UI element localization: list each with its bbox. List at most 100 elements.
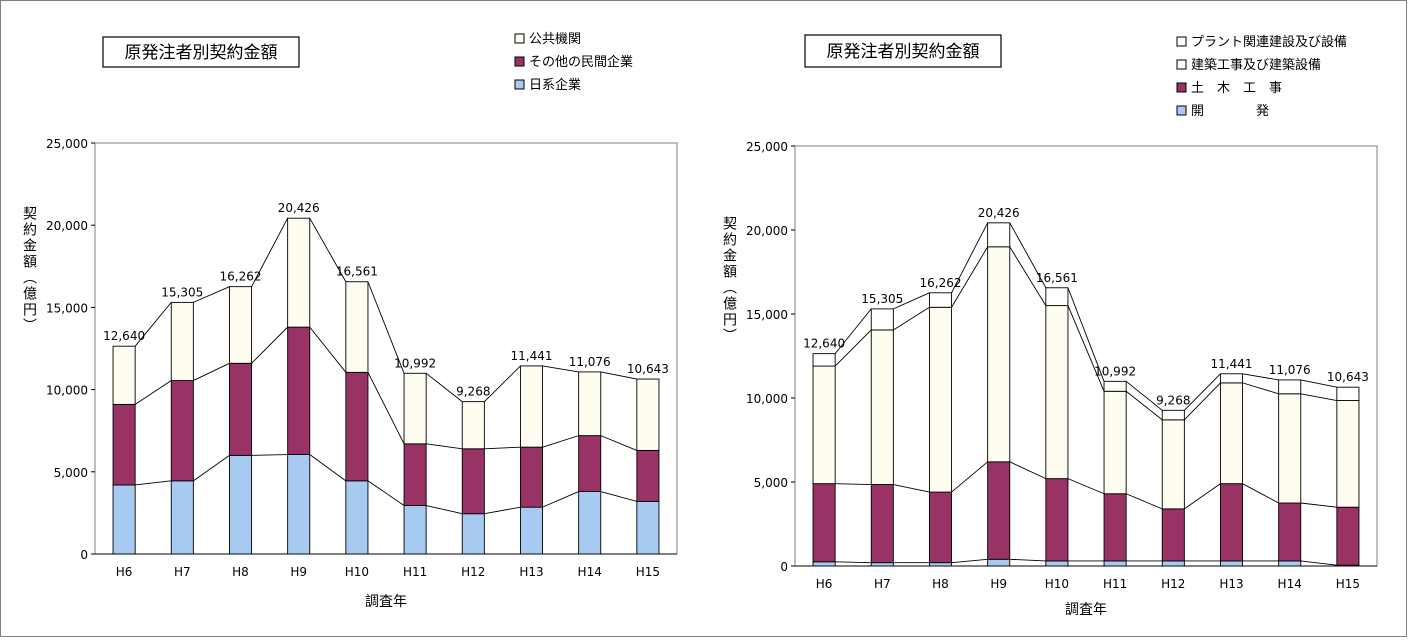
total-label: 15,305 [161,285,203,299]
x-tick-label: H13 [1219,577,1243,591]
series-connector [834,329,872,367]
chart-title-box [102,36,300,68]
series-connector [835,561,872,564]
x-tick-label: H7 [874,577,891,591]
legend-swatch [514,33,525,44]
x-tick-label: H15 [636,565,660,579]
series-connector [1009,558,1046,562]
series-connector [426,505,463,515]
total-label: 11,076 [569,355,611,369]
y-tick-label: 0 [780,560,788,574]
series-connector [834,308,872,354]
legend-label: プラント関連建設及び設備 [1191,34,1347,50]
x-axis-label: 調査年 [1065,602,1107,618]
total-label: 12,640 [803,337,845,351]
total-label: 16,561 [336,265,378,279]
series-connector [542,491,579,508]
bar-segment [636,378,660,451]
x-tick-label: H10 [1045,577,1069,591]
bar-segment [870,308,894,331]
series-connector [193,454,230,482]
total-label: 10,992 [394,356,436,370]
y-tick-label: 15,000 [46,301,88,315]
total-label: 10,643 [1327,370,1369,384]
series-connector [134,380,172,405]
bar-segment [403,372,427,445]
x-tick-label: H7 [174,565,191,579]
series-connector [484,446,521,450]
x-tick-label: H11 [1103,577,1127,591]
series-connector [893,292,930,310]
legend-swatch [1176,59,1187,70]
legend-label: 開 発 [1191,104,1269,119]
total-label: 9,268 [456,385,490,399]
series-connector [193,362,230,381]
series-connector [134,302,172,347]
legend-swatch [1176,82,1187,93]
series-connector [309,454,347,482]
series-connector [135,480,172,486]
series-connector [1067,287,1105,382]
y-tick-label: 5,000 [754,476,788,490]
series-connector [835,483,872,485]
bar-segment [578,371,602,437]
series-connector [1125,380,1163,411]
series-connector [1125,493,1163,510]
series-connector [367,480,405,506]
x-tick-label: H8 [932,577,949,591]
y-tick-label: 20,000 [746,224,788,238]
bar-segment [1103,380,1127,392]
total-label: 16,262 [920,276,962,290]
series-connector [251,326,288,364]
x-tick-label: H13 [519,565,543,579]
series-connector [1009,222,1047,288]
x-axis-label: 調査年 [365,594,407,610]
series-connector [1009,246,1047,306]
legend-label: 公共機関 [529,32,581,47]
bar-segment [112,345,136,405]
total-label: 20,426 [278,201,320,215]
series-connector [1300,502,1337,508]
legend-swatch [514,56,525,67]
x-tick-label: H9 [990,577,1007,591]
total-label: 12,640 [103,329,145,343]
series-connector [309,326,347,373]
bar-segment [287,217,311,328]
x-tick-label: H14 [578,565,602,579]
series-connector [251,217,289,287]
y-tick-label: 25,000 [746,140,788,154]
series-connector [893,484,930,493]
series-connector [600,371,637,380]
bar-segment [1045,287,1069,307]
y-tick-label: 0 [80,548,88,562]
series-connector [367,372,405,445]
bar-segment [1278,379,1302,395]
chart-2: 原発注者別契約金額 0 5,000 10,000 15,000 20,000 25,000 H… [721,34,1378,618]
legend-label: 土 木 工 事 [1191,81,1282,96]
series-connector [951,222,989,294]
x-tick-label: H8 [232,565,249,579]
series-connector [484,506,521,515]
total-label: 11,441 [1211,357,1253,371]
bar-segment [812,353,836,367]
bar-segment [1336,386,1360,401]
x-tick-label: H10 [345,565,369,579]
x-tick-label: H6 [116,565,133,579]
series-connector [893,306,930,331]
total-label: 9,268 [1156,393,1190,407]
bar-segment [228,286,253,364]
series-connector [542,365,579,373]
total-label: 20,426 [978,206,1020,220]
bar-segment [519,365,544,448]
series-connector [1067,305,1105,392]
x-tick-label: H12 [461,565,485,579]
series-connector [600,491,637,502]
x-tick-label: H11 [403,565,427,579]
y-axis-label: 契約金額（億円） [21,206,37,334]
series-connector [1067,478,1105,495]
total-label: 11,441 [511,349,553,363]
series-connector [193,286,230,303]
chart-title-box [804,34,1002,68]
